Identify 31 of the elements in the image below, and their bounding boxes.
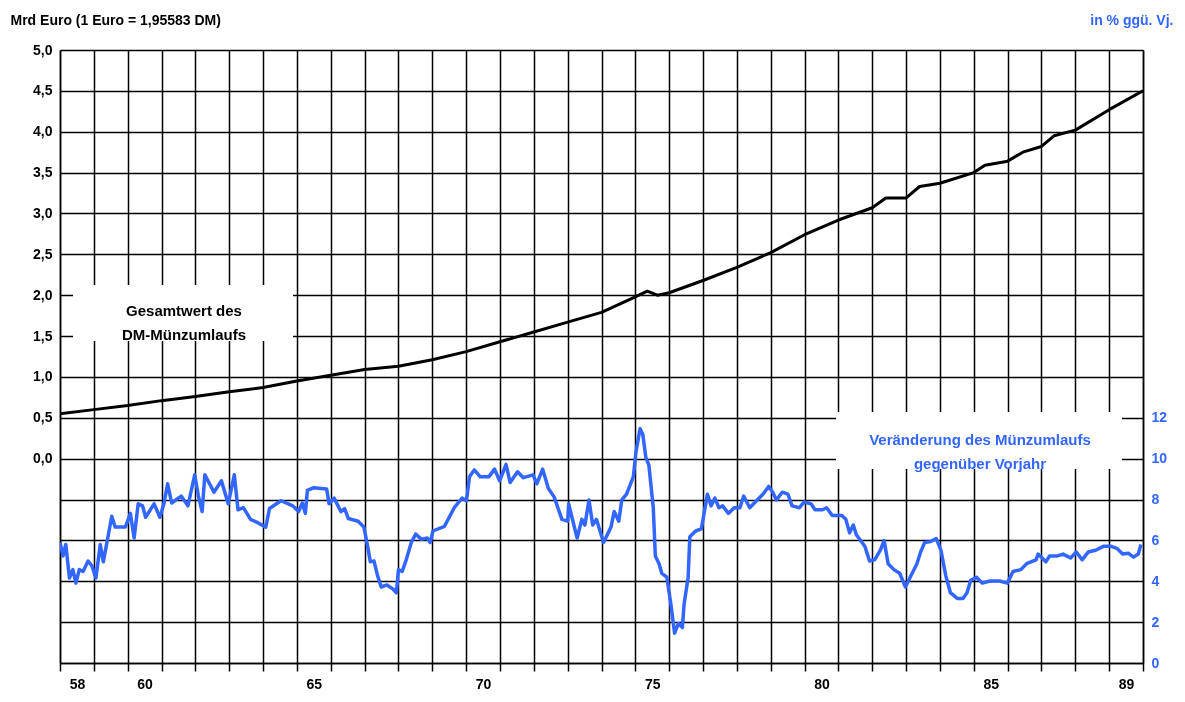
x-tick-label: 89 [1118, 675, 1135, 692]
y2-tick-label: 12 [1151, 409, 1168, 426]
x-tick-label: 80 [814, 675, 830, 692]
y-axis-title: Mrd Euro (1 Euro = 1,95583 DM) [10, 11, 221, 28]
x-tick-label: 70 [475, 675, 492, 692]
x-tick-label: 65 [306, 675, 323, 692]
y-tick-label: 0,5 [33, 409, 53, 426]
y-tick-label: 3,5 [33, 164, 53, 181]
x-tick-label: 75 [644, 675, 661, 692]
y-tick-label: 3,0 [33, 204, 53, 221]
y-tick-label: 0,0 [33, 450, 53, 467]
y-tick-label: 5,0 [33, 41, 53, 58]
x-tick-label: 58 [69, 675, 86, 692]
x-tick-label: 85 [983, 675, 1000, 692]
y-tick-label: 1,5 [33, 327, 53, 344]
y-tick-label: 2,0 [33, 286, 53, 303]
y2-tick-label: 2 [1151, 613, 1160, 630]
y2-tick-label: 8 [1151, 491, 1160, 508]
y2-tick-label: 4 [1151, 572, 1160, 589]
text: Gesamtwert des DM-Münzumlaufs [121, 302, 247, 343]
text: Veränderung des Münzumlaufs gegenüber Vorjahr [869, 431, 1091, 472]
y-tick-label: 4,0 [33, 123, 53, 140]
y-tick-label: 4,5 [33, 82, 53, 99]
y2-axis-title: in % ggü. Vj. [1090, 11, 1174, 28]
y-tick-label: 2,5 [33, 245, 53, 262]
line-series [60, 426, 1143, 635]
y2-tick-label: 6 [1151, 531, 1160, 548]
y2-tick-label: 10 [1151, 450, 1168, 467]
x-tick-label: 60 [137, 675, 154, 692]
y-tick-label: 1,0 [33, 368, 53, 385]
y2-tick-label: 0 [1151, 654, 1160, 671]
